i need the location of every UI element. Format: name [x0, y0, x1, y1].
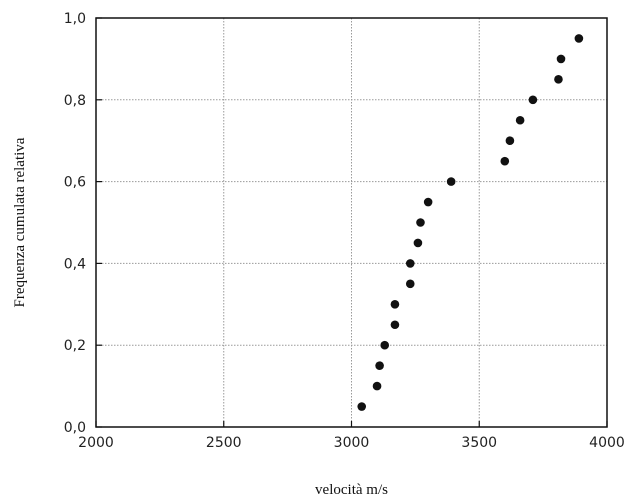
x-axis-title: velocità m/s: [315, 482, 388, 498]
data-points: [357, 34, 584, 411]
data-point: [423, 197, 433, 207]
y-tick-label: 0,4: [64, 256, 86, 272]
grid-lines: [96, 18, 607, 427]
y-tick-label: 0,6: [64, 175, 86, 191]
x-tick-label: 2000: [78, 435, 114, 451]
y-tick-label: 1,0: [64, 11, 86, 27]
data-point: [556, 54, 566, 64]
data-point: [505, 136, 515, 145]
data-point: [413, 238, 423, 248]
data-point: [357, 402, 367, 411]
data-point: [390, 320, 400, 330]
data-point: [574, 34, 584, 43]
data-point: [446, 177, 456, 186]
data-point: [405, 279, 415, 289]
data-point: [375, 361, 384, 370]
data-point: [405, 259, 415, 268]
x-tick-label: 4000: [589, 435, 625, 451]
x-tick-label: 3000: [334, 435, 370, 451]
y-axis-title: Frequenza cumulata relativa: [12, 137, 28, 307]
data-point: [390, 300, 400, 309]
y-tick-label: 0,2: [64, 338, 86, 354]
y-tick-label: 0,8: [64, 93, 86, 109]
y-tick-label: 0,0: [64, 420, 86, 436]
data-point: [372, 381, 382, 391]
axis-ticks: 2000 2500 3000 3500 4000 0,0 0,2 0,4 0,6 0,8 1,0: [64, 11, 625, 451]
data-point: [554, 75, 563, 84]
data-point: [528, 95, 538, 105]
data-point: [380, 340, 390, 350]
x-tick-label: 2500: [206, 435, 242, 451]
x-tick-label: 3500: [461, 435, 497, 451]
data-point: [416, 218, 425, 227]
data-point: [500, 156, 510, 166]
data-point: [515, 115, 525, 125]
